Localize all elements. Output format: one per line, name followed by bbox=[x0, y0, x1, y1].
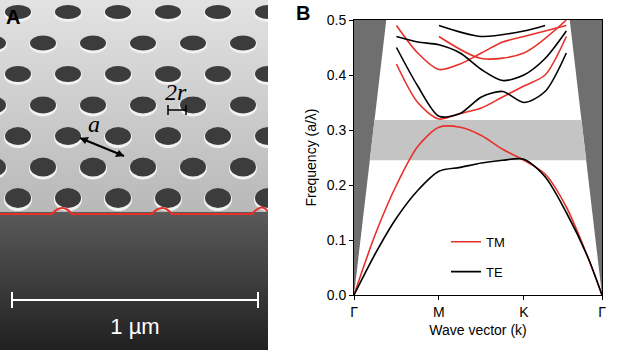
svg-text:0.0: 0.0 bbox=[327, 287, 347, 303]
svg-text:0.5: 0.5 bbox=[327, 12, 347, 28]
svg-text:0.2: 0.2 bbox=[327, 177, 347, 193]
svg-text:0.3: 0.3 bbox=[327, 122, 347, 138]
svg-text:1 µm: 1 µm bbox=[110, 314, 159, 339]
svg-text:Γ: Γ bbox=[350, 304, 358, 320]
svg-text:M: M bbox=[433, 304, 445, 320]
svg-text:a: a bbox=[88, 111, 100, 137]
svg-text:0.1: 0.1 bbox=[327, 232, 347, 248]
svg-text:TM: TM bbox=[486, 235, 505, 250]
html-text:B: B bbox=[296, 2, 311, 24]
svg-text:K: K bbox=[519, 304, 529, 320]
svg-text:0.4: 0.4 bbox=[327, 67, 347, 83]
svg-text:Frequency (a/λ): Frequency (a/λ) bbox=[303, 108, 319, 206]
svg-text:A: A bbox=[6, 6, 20, 28]
svg-text:TE: TE bbox=[486, 265, 503, 280]
svg-text:Wave vector (k): Wave vector (k) bbox=[429, 322, 527, 338]
svg-text:Γ: Γ bbox=[598, 304, 606, 320]
svg-text:2r: 2r bbox=[165, 79, 187, 105]
